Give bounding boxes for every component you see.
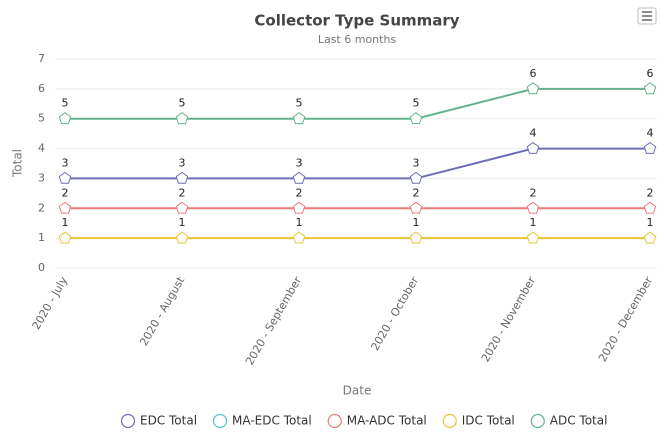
data-label: 6 <box>530 67 537 80</box>
data-label: 4 <box>647 127 654 140</box>
legend-label: MA-EDC Total <box>232 414 312 428</box>
point-marker <box>292 201 306 214</box>
data-label: 5 <box>296 97 303 110</box>
data-label: 3 <box>62 156 69 169</box>
legend-item[interactable]: EDC Total <box>120 413 198 429</box>
data-label: 6 <box>647 67 654 80</box>
y-tick-label: 4 <box>38 142 45 155</box>
data-label: 5 <box>62 97 69 110</box>
point-marker <box>292 231 306 244</box>
chart-title: Collector Type Summary <box>254 12 459 30</box>
data-label: 3 <box>296 156 303 169</box>
series-line <box>65 87 650 120</box>
point-marker <box>175 171 189 184</box>
point-marker <box>175 112 189 125</box>
data-label: 3 <box>179 156 186 169</box>
data-label: 5 <box>179 97 186 110</box>
data-label: 1 <box>62 216 69 229</box>
data-label: 3 <box>413 156 420 169</box>
point-marker <box>175 201 189 214</box>
legend-marker <box>212 413 228 429</box>
data-label: 2 <box>62 186 69 199</box>
data-label: 2 <box>296 186 303 199</box>
legend-marker <box>530 413 545 429</box>
y-tick-label: 7 <box>38 52 45 65</box>
x-axis-title: Date <box>343 384 372 398</box>
y-tick-label: 2 <box>38 201 45 214</box>
data-label: 2 <box>647 186 654 199</box>
data-label: 1 <box>413 216 420 229</box>
series-line <box>65 147 650 180</box>
point-marker <box>58 112 72 125</box>
y-tick-label: 3 <box>38 171 45 184</box>
legend-item[interactable]: MA-ADC Total <box>327 413 427 429</box>
point-marker <box>292 112 306 125</box>
x-tick-label: 2020 - August <box>137 274 187 348</box>
y-tick-label: 6 <box>38 82 45 95</box>
point-marker <box>643 231 657 244</box>
data-label: 1 <box>179 216 186 229</box>
legend-marker <box>120 413 136 429</box>
y-axis-title: Total <box>11 149 25 178</box>
data-label: 1 <box>530 216 537 229</box>
x-tick-label: 2020 - July <box>30 274 71 332</box>
menu-button[interactable] <box>637 7 657 25</box>
y-tick-label: 0 <box>38 261 45 274</box>
point-marker <box>526 201 540 214</box>
x-tick-label: 2020 - September <box>243 274 304 367</box>
point-marker <box>292 171 306 184</box>
legend-label: MA-ADC Total <box>347 414 427 428</box>
point-marker <box>58 171 72 184</box>
point-marker <box>526 141 540 154</box>
legend-item[interactable]: MA-EDC Total <box>212 413 312 429</box>
data-label: 2 <box>530 186 537 199</box>
point-marker <box>643 82 657 95</box>
x-tick-label: 2020 - November <box>479 274 539 364</box>
legend-label: ADC Total <box>550 414 608 428</box>
chart-subtitle: Last 6 months <box>318 33 397 46</box>
point-marker <box>526 231 540 244</box>
data-label: 1 <box>647 216 654 229</box>
data-label: 2 <box>413 186 420 199</box>
point-marker <box>175 231 189 244</box>
legend-label: EDC Total <box>140 414 197 428</box>
point-marker <box>409 171 423 184</box>
point-marker <box>526 82 540 95</box>
point-marker <box>58 201 72 214</box>
legend-label: IDC Total <box>462 414 515 428</box>
x-tick-label: 2020 - December <box>596 274 655 364</box>
legend-item[interactable]: ADC Total <box>530 413 608 429</box>
point-marker <box>58 231 72 244</box>
point-marker <box>409 112 423 125</box>
point-marker <box>409 201 423 214</box>
x-tick-label: 2020 - October <box>368 274 421 353</box>
y-tick-label: 1 <box>38 231 45 244</box>
data-label: 2 <box>179 186 186 199</box>
point-marker <box>409 231 423 244</box>
legend-item[interactable]: IDC Total <box>442 413 515 429</box>
data-label: 1 <box>296 216 303 229</box>
data-label: 5 <box>413 97 420 110</box>
point-marker <box>643 201 657 214</box>
point-marker <box>643 141 657 154</box>
y-tick-label: 5 <box>38 112 45 125</box>
data-label: 4 <box>530 127 537 140</box>
legend-marker <box>442 413 457 429</box>
legend-marker <box>327 413 342 429</box>
